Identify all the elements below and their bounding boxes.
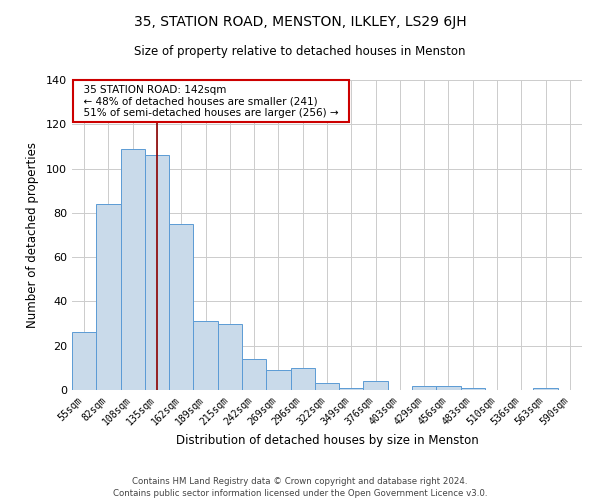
- Bar: [145, 156, 169, 390]
- Bar: [436, 386, 461, 390]
- X-axis label: Distribution of detached houses by size in Menston: Distribution of detached houses by size …: [176, 434, 478, 447]
- Bar: [266, 370, 290, 390]
- Bar: [193, 322, 218, 390]
- Bar: [72, 332, 96, 390]
- Bar: [339, 388, 364, 390]
- Bar: [121, 148, 145, 390]
- Bar: [96, 204, 121, 390]
- Bar: [461, 388, 485, 390]
- Bar: [290, 368, 315, 390]
- Text: 35 STATION ROAD: 142sqm
  ← 48% of detached houses are smaller (241)
  51% of se: 35 STATION ROAD: 142sqm ← 48% of detache…: [77, 84, 345, 118]
- Text: Contains public sector information licensed under the Open Government Licence v3: Contains public sector information licen…: [113, 489, 487, 498]
- Bar: [315, 384, 339, 390]
- Bar: [412, 386, 436, 390]
- Y-axis label: Number of detached properties: Number of detached properties: [26, 142, 39, 328]
- Bar: [218, 324, 242, 390]
- Bar: [364, 381, 388, 390]
- Bar: [242, 359, 266, 390]
- Text: Contains HM Land Registry data © Crown copyright and database right 2024.: Contains HM Land Registry data © Crown c…: [132, 478, 468, 486]
- Bar: [533, 388, 558, 390]
- Bar: [169, 224, 193, 390]
- Text: Size of property relative to detached houses in Menston: Size of property relative to detached ho…: [134, 45, 466, 58]
- Text: 35, STATION ROAD, MENSTON, ILKLEY, LS29 6JH: 35, STATION ROAD, MENSTON, ILKLEY, LS29 …: [134, 15, 466, 29]
